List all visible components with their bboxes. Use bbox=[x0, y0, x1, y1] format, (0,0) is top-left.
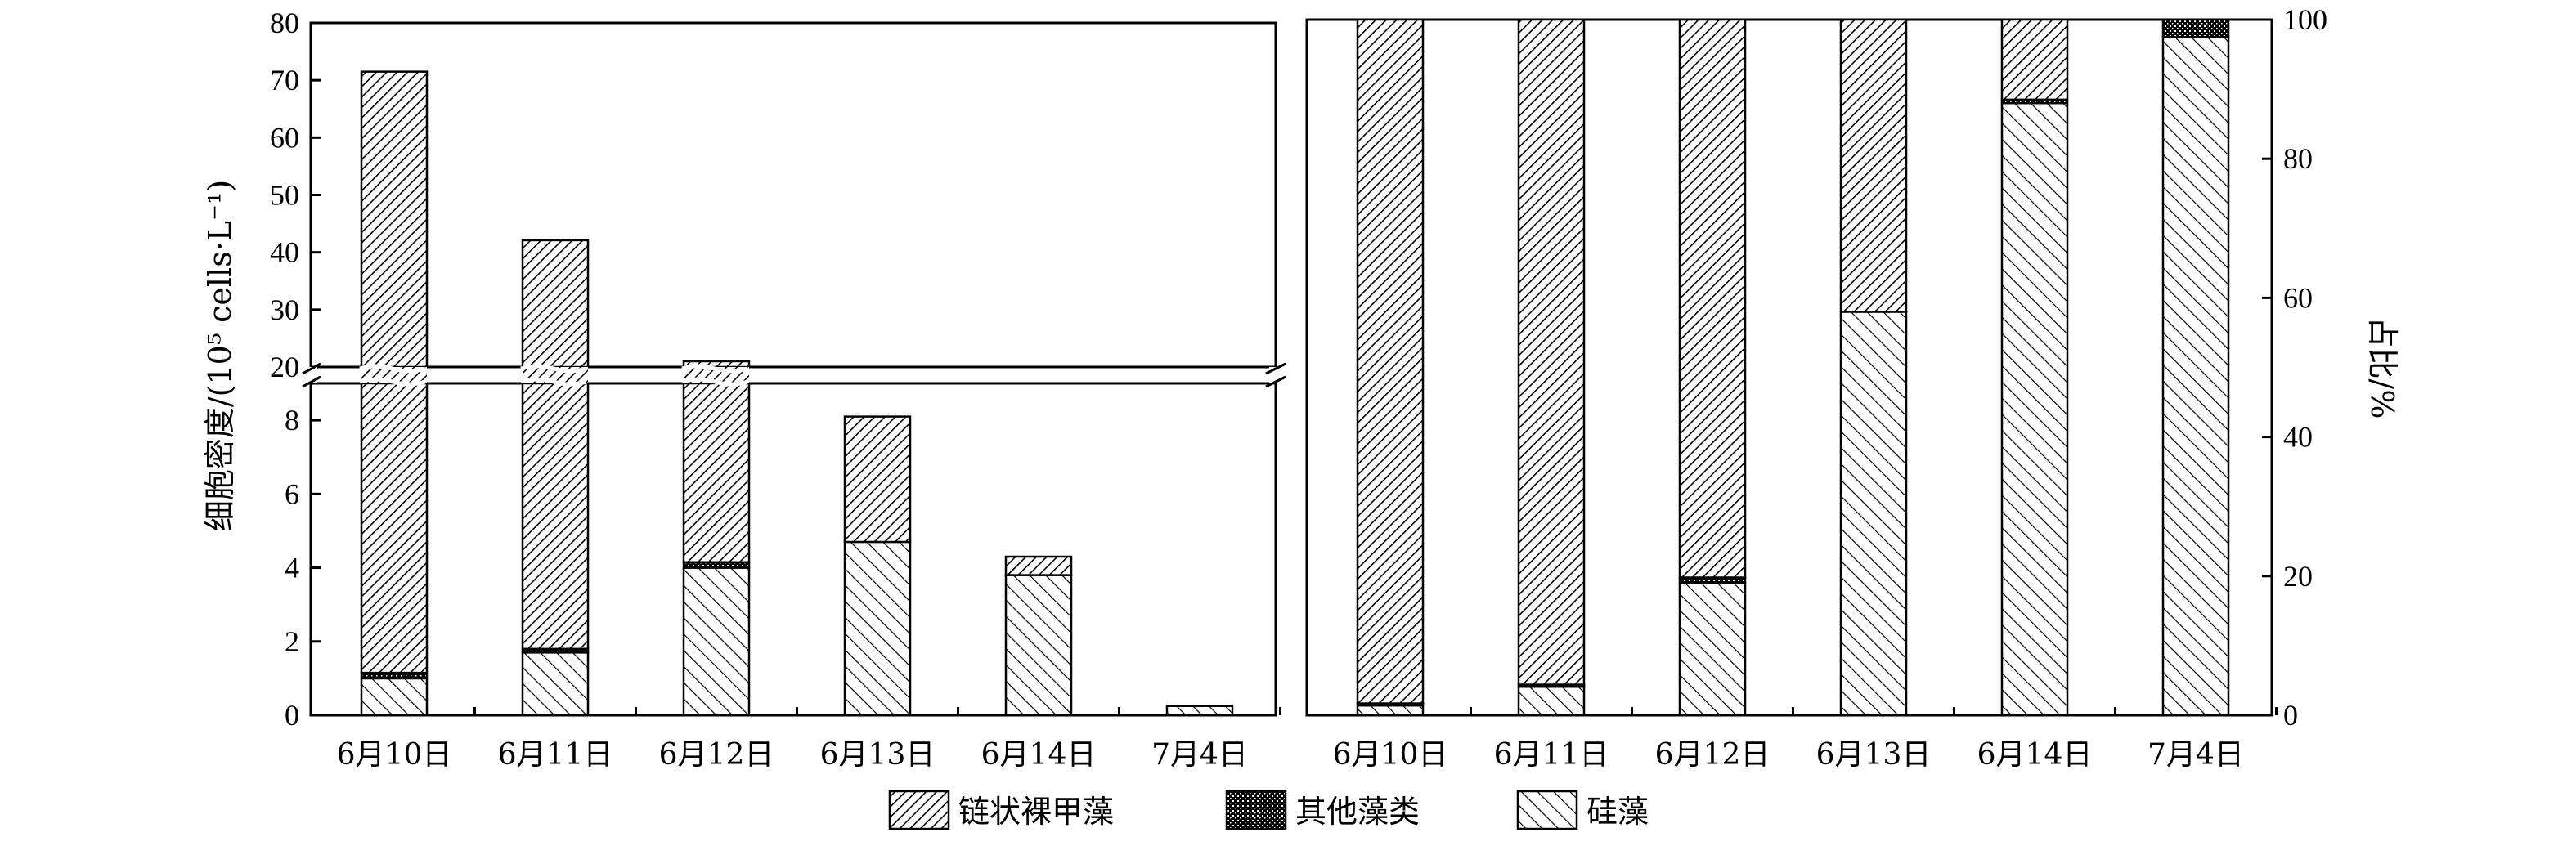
left-lower-tick-label: 8 bbox=[285, 404, 299, 436]
right-y-ticks: 0 20 40 60 80 100 bbox=[2262, 3, 2327, 732]
left-upper-tick-label: 20 bbox=[270, 351, 299, 383]
right-y-axis-label: 占比/% bbox=[2364, 317, 2400, 419]
right-tick-label: 40 bbox=[2283, 421, 2313, 454]
legend: 链状裸甲藻 其他藻类 硅藻 bbox=[888, 790, 1649, 830]
left-category-labels: 6月10日 6月11日 6月12日 6月13日 6月14日 7月4日 bbox=[337, 707, 1281, 772]
right-category-label: 6月13日 bbox=[1816, 738, 1932, 772]
left-category-label: 6月12日 bbox=[659, 738, 774, 772]
left-bar-break-mark-2 bbox=[681, 364, 748, 374]
right-bar-dino-0 bbox=[1356, 18, 1425, 705]
left-category-label: 6月14日 bbox=[981, 738, 1097, 772]
legend-swatch-diatom bbox=[1516, 790, 1578, 830]
right-bar-diatom-0 bbox=[1356, 704, 1425, 717]
right-category-label: 6月10日 bbox=[1333, 738, 1448, 772]
right-bar-diatom-1 bbox=[1517, 685, 1586, 717]
left-axis-break bbox=[302, 362, 1286, 388]
left-upper-tick-label: 80 bbox=[270, 7, 299, 39]
right-tick-label: 80 bbox=[2283, 142, 2313, 175]
legend-label-dino: 链状裸甲藻 bbox=[958, 794, 1114, 830]
left-category-label: 6月11日 bbox=[498, 738, 613, 772]
right-tick-label: 0 bbox=[2283, 699, 2298, 732]
left-upper-tick-label: 60 bbox=[270, 121, 299, 154]
left-lower-tick-label: 2 bbox=[285, 625, 299, 658]
left-density-panel: 0 2 4 6 8 20 30 40 50 60 70 80 细胞密度/(10⁵ cells·L⁻¹)… bbox=[202, 7, 1286, 772]
right-tick-label: 60 bbox=[2283, 281, 2313, 314]
legend-label-diatom: 硅藻 bbox=[1586, 794, 1649, 830]
left-bar-dino-4 bbox=[1004, 555, 1073, 576]
right-bars bbox=[1356, 18, 2230, 717]
left-bar-dino-0 bbox=[360, 70, 429, 369]
left-bar-dino-3 bbox=[843, 415, 912, 544]
right-frame bbox=[1305, 18, 2273, 717]
left-bar-break-mark2-0 bbox=[359, 377, 426, 387]
left-lower-tick-label: 4 bbox=[285, 552, 299, 584]
left-category-label: 6月13日 bbox=[820, 738, 936, 772]
right-bar-diatom-4 bbox=[2000, 101, 2069, 717]
left-bar-dino-0 bbox=[360, 382, 429, 674]
left-bar-break-mark2-2 bbox=[681, 377, 748, 387]
legend-swatch-dino bbox=[888, 790, 950, 830]
left-lower-frame bbox=[309, 382, 1277, 717]
left-lower-tick-label: 0 bbox=[285, 699, 299, 732]
left-category-label: 6月10日 bbox=[337, 738, 452, 772]
left-upper-tick-label: 70 bbox=[270, 64, 299, 96]
left-upper-tick-label: 50 bbox=[270, 179, 299, 212]
left-y-axis-label: 细胞密度/(10⁵ cells·L⁻¹) bbox=[202, 180, 238, 531]
right-category-label: 6月12日 bbox=[1655, 738, 1770, 772]
left-bar-break-mark-1 bbox=[520, 364, 587, 374]
right-category-labels: 6月10日 6月11日 6月12日 6月13日 6月14日 7月4日 bbox=[1333, 707, 2278, 772]
left-bar-dino-1 bbox=[521, 239, 590, 369]
right-category-label: 6月11日 bbox=[1494, 738, 1609, 772]
left-category-label: 7月4日 bbox=[1151, 738, 1248, 772]
right-bar-dino-4 bbox=[2000, 18, 2069, 101]
left-upper-frame bbox=[309, 21, 1277, 369]
right-category-label: 7月4日 bbox=[2147, 738, 2244, 772]
left-y-ticks: 0 2 4 6 8 20 30 40 50 60 70 80 bbox=[270, 7, 321, 732]
left-lower-tick-label: 6 bbox=[285, 477, 299, 510]
right-bar-dino-3 bbox=[1839, 18, 1908, 313]
right-tick-label: 20 bbox=[2283, 560, 2313, 593]
right-bar-diatom-2 bbox=[1678, 582, 1747, 717]
right-bar-other-5 bbox=[2161, 18, 2230, 38]
left-bar-dino-1 bbox=[521, 382, 590, 651]
left-bar-diatom-0 bbox=[360, 677, 429, 717]
left-bar-dino-2 bbox=[682, 382, 751, 564]
right-tick-label: 100 bbox=[2283, 3, 2327, 36]
left-upper-tick-label: 40 bbox=[270, 236, 299, 269]
left-bar-break-mark2-1 bbox=[520, 377, 587, 387]
right-bar-dino-1 bbox=[1517, 18, 1586, 686]
legend-label-other: 其他藻类 bbox=[1295, 794, 1420, 830]
left-bar-diatom-4 bbox=[1004, 574, 1073, 717]
legend-swatch-other bbox=[1225, 790, 1287, 830]
right-bar-diatom-3 bbox=[1839, 311, 1908, 717]
left-bar-break-mark-0 bbox=[359, 364, 426, 374]
left-bar-diatom-1 bbox=[521, 651, 590, 717]
right-category-label: 6月14日 bbox=[1977, 738, 2093, 772]
left-bar-diatom-5 bbox=[1165, 705, 1234, 717]
left-upper-tick-label: 30 bbox=[270, 293, 299, 326]
right-bar-diatom-5 bbox=[2161, 36, 2230, 717]
left-bar-diatom-3 bbox=[843, 540, 912, 717]
left-bars bbox=[359, 70, 1234, 717]
left-bar-diatom-2 bbox=[682, 566, 751, 717]
right-bar-dino-2 bbox=[1678, 18, 1747, 579]
